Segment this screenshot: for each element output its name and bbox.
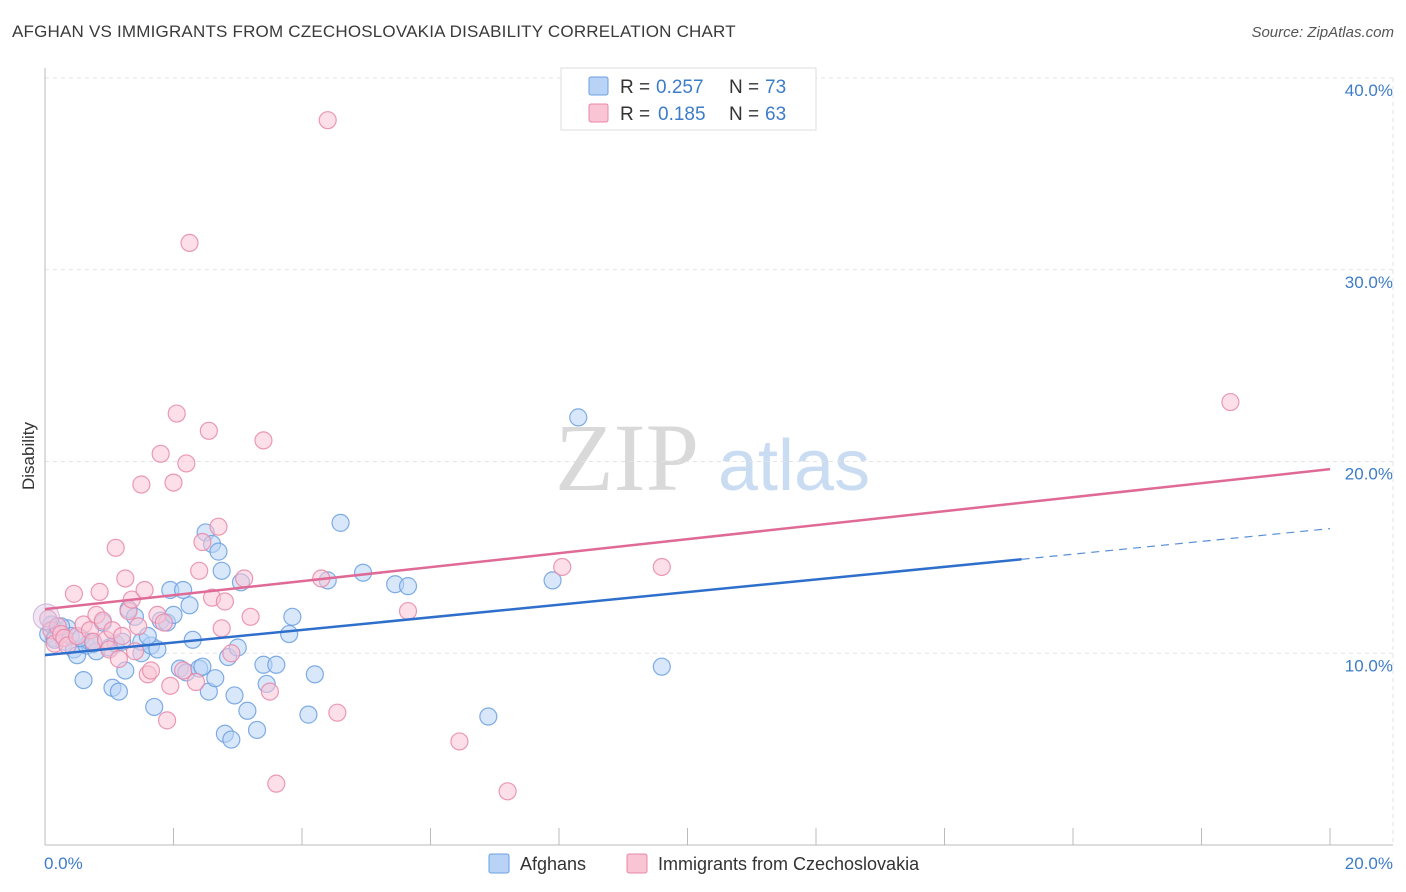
czech-point (328, 703, 347, 722)
afghans-point (331, 513, 350, 532)
afghans-point (299, 705, 318, 724)
czech-point (209, 517, 228, 536)
legend-n-label-1: N = (729, 77, 759, 98)
czech-point (193, 532, 212, 552)
grid (45, 77, 1394, 845)
czech-point (177, 454, 196, 473)
y-tick-label: 20.0% (1345, 465, 1393, 484)
points-layer (32, 111, 1240, 801)
legend-n-value-2: 63 (765, 104, 786, 125)
afghans-point (247, 720, 267, 740)
czech-point (260, 682, 279, 701)
afghans-point (543, 571, 562, 590)
czech-point (1221, 392, 1240, 412)
afghans-trend-line (44, 558, 1022, 657)
czech-point (450, 732, 469, 751)
czech-point (652, 557, 671, 577)
afghans-point (225, 686, 244, 705)
czech-point (141, 661, 161, 680)
legend-swatch-afghans (588, 76, 609, 96)
afghans-point (238, 701, 257, 720)
afghans-point (283, 607, 302, 626)
bottom-swatch-afghans (488, 853, 510, 874)
czech-point (129, 617, 148, 636)
czech-point (498, 782, 517, 801)
czech-point (64, 584, 84, 603)
trend-lines (44, 467, 1331, 657)
czech-point (212, 619, 231, 638)
afghans-point (280, 624, 299, 644)
czech-point (235, 569, 254, 588)
czech-point (157, 711, 177, 730)
x-tick-label: 0.0% (44, 854, 83, 873)
afghans-point (206, 669, 225, 688)
czech-point (318, 111, 337, 130)
chart-title: AFGHAN VS IMMIGRANTS FROM CZECHOSLOVAKIA… (12, 22, 736, 41)
afghans-point (305, 665, 324, 684)
y-tick-label: 10.0% (1345, 656, 1393, 675)
czech-point (151, 444, 170, 463)
czech-point (174, 661, 193, 680)
czech-point (135, 580, 154, 600)
x-tick-label: 20.0% (1345, 854, 1393, 873)
afghans-point (479, 707, 498, 726)
afghans-trend-extension (1021, 528, 1331, 560)
czech-trend-line (44, 467, 1331, 611)
czech-point (254, 431, 273, 450)
czech-point (112, 626, 132, 646)
legend-r-value-1: 0.257 (656, 77, 704, 98)
czech-point (222, 644, 241, 663)
afghans-point (267, 655, 286, 674)
chart-source: Source: ZipAtlas.com (1251, 24, 1394, 41)
cluster-point (32, 603, 60, 631)
series-legend: Afghans Immigrants from Czechoslovakia (488, 853, 920, 874)
czech-point (164, 473, 183, 492)
afghans-point (652, 657, 671, 676)
afghans-point (74, 670, 93, 690)
afghans-point (180, 596, 199, 615)
legend-r-value-2: 0.185 (658, 104, 706, 125)
afghans-point (109, 682, 128, 701)
bottom-legend-afghans: Afghans (520, 854, 586, 874)
afghans-point (209, 542, 228, 561)
afghans-point (145, 697, 164, 717)
afghans-point (569, 408, 588, 427)
czech-point (215, 592, 234, 611)
watermark-atlas: atlas (718, 426, 870, 506)
czech-point (106, 538, 125, 557)
czech-point (116, 569, 135, 588)
bottom-swatch-czech (626, 853, 648, 874)
legend-r-label-1: R = (620, 77, 650, 98)
czech-point (154, 613, 173, 632)
czech-point (180, 233, 199, 253)
czech-point (186, 672, 206, 692)
czech-point (167, 404, 186, 423)
czech-point (267, 774, 286, 793)
axes: 10.0% 20.0% 30.0% 40.0% 0.0% 20.0% (44, 68, 1393, 873)
stats-legend: R = 0.257 N = 73 R = 0.185 N = 63 (560, 67, 817, 131)
legend-n-value-1: 73 (765, 77, 786, 98)
czech-point (132, 475, 151, 494)
y-tick-label: 40.0% (1345, 81, 1393, 100)
legend-r-label-2: R = (620, 104, 650, 125)
bottom-legend-czech: Immigrants from Czechoslovakia (658, 854, 920, 874)
y-tick-label: 30.0% (1345, 273, 1393, 292)
czech-point (161, 676, 180, 695)
czech-point (241, 607, 260, 626)
afghans-point (212, 561, 231, 580)
czech-point (109, 649, 128, 669)
czech-point (190, 561, 209, 580)
afghans-point (222, 730, 241, 749)
czech-point (90, 582, 109, 601)
czech-point (553, 557, 572, 577)
afghans-point (193, 657, 212, 676)
czech-point (398, 601, 418, 621)
czech-point (199, 421, 218, 440)
legend-swatch-czech (588, 103, 609, 123)
afghans-point (398, 577, 418, 596)
legend-n-label-2: N = (729, 104, 759, 125)
y-axis-label: Disability (19, 421, 38, 490)
